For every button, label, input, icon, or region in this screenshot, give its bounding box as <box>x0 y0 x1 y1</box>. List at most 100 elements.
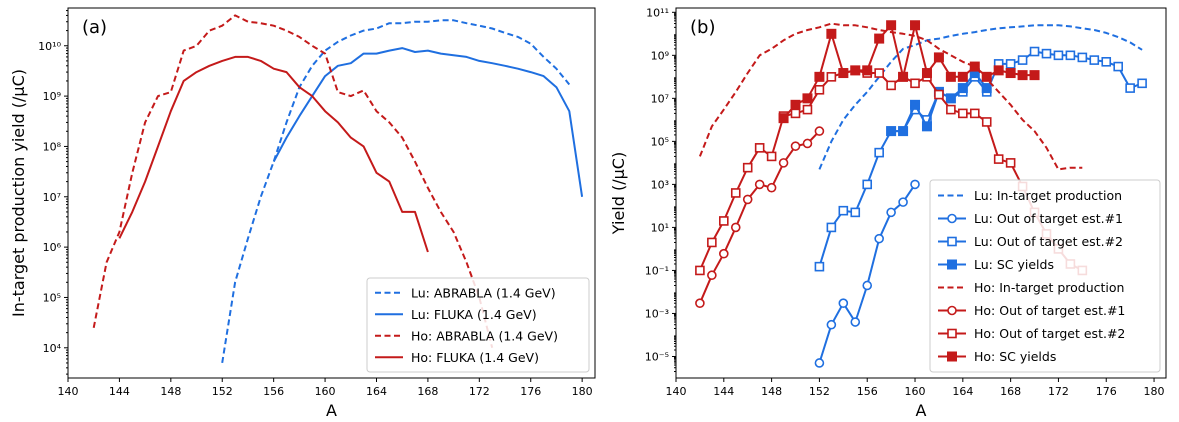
data-point <box>933 52 944 63</box>
legend-entry: Ho: FLUKA (1.4 GeV) <box>411 350 539 365</box>
data-point <box>874 68 884 78</box>
x-tick-label: 140 <box>58 385 79 398</box>
plot-area <box>695 20 1147 368</box>
data-point <box>910 99 921 110</box>
legend-entry: Ho: ABRABLA (1.4 GeV) <box>411 328 558 343</box>
data-point <box>969 61 980 72</box>
data-point <box>790 108 801 119</box>
y-tick-label: 10⁹ <box>43 90 61 103</box>
data-point <box>874 33 885 44</box>
data-point <box>802 93 813 104</box>
data-point <box>886 80 896 91</box>
series-line-lu-abrabla-1-4-gev- <box>221 19 571 364</box>
panel-b: 140 144 148 152 156 160 164 168 172 176 180 10⁻⁵ 10⁻… <box>609 6 1167 420</box>
data-point <box>1041 48 1052 59</box>
data-point <box>886 20 897 31</box>
data-point <box>838 205 849 216</box>
panel-a: 140 144 148 152 156 160 164 168 172 176 180 10⁴ 10⁵ 1… <box>9 7 596 420</box>
data-point <box>945 93 956 104</box>
data-point <box>742 194 753 205</box>
y-tick-label: 10⁻³ <box>645 307 669 320</box>
x-tick-label: 172 <box>1048 385 1069 398</box>
x-tick-label: 148 <box>761 385 782 398</box>
x-tick-label: 148 <box>160 385 181 398</box>
data-point <box>993 154 1004 164</box>
series-line-ho-abrabla-1-4-gev- <box>92 14 494 349</box>
data-point <box>1029 70 1040 81</box>
x-tick-label: 168 <box>1000 385 1021 398</box>
x-tick-label: 140 <box>666 385 687 398</box>
y-tick-label: 10⁷ <box>651 92 669 105</box>
data-point <box>754 179 765 190</box>
data-point <box>886 207 896 218</box>
legend-entry: Ho: Out of target est.#1 <box>974 303 1125 318</box>
x-tick-label: 180 <box>572 385 593 398</box>
legend-marker <box>947 213 957 224</box>
series-line-ho-fluka-1-4-gev- <box>118 55 429 253</box>
data-point <box>814 261 825 272</box>
data-point <box>778 158 789 168</box>
data-point <box>993 65 1004 76</box>
data-point <box>1137 78 1147 89</box>
data-point <box>874 147 884 158</box>
data-point <box>802 104 813 115</box>
x-tick-label: 180 <box>1144 385 1165 398</box>
panel-label: (a) <box>82 17 107 38</box>
x-axis-label: A <box>326 401 337 420</box>
data-point <box>1029 46 1040 57</box>
data-point <box>790 141 801 151</box>
legend-entry: Lu: Out of target est.#1 <box>974 211 1123 226</box>
data-point <box>958 108 968 119</box>
data-point <box>981 83 992 94</box>
y-tick-label: 10⁵ <box>651 135 669 148</box>
data-point <box>969 108 980 119</box>
data-point <box>766 151 777 162</box>
legend: Lu: ABRABLA (1.4 GeV) Lu: FLUKA (1.4 GeV)… <box>366 277 590 373</box>
y-tick-label: 10¹¹ <box>646 6 669 19</box>
data-point <box>707 237 717 248</box>
series-line-lu-out-of-target-est-2 <box>818 50 1143 267</box>
legend-entry: Ho: SC yields <box>974 349 1056 364</box>
data-point <box>862 65 873 76</box>
data-point <box>850 317 861 327</box>
data-point <box>707 270 717 281</box>
data-point <box>946 104 956 115</box>
data-point <box>826 319 837 330</box>
x-tick-label: 156 <box>857 385 878 398</box>
data-point <box>838 68 849 79</box>
data-point <box>790 99 801 110</box>
data-point <box>1113 61 1123 72</box>
data-point <box>1077 52 1088 63</box>
legend-marker <box>947 236 957 247</box>
legend-entry: Ho: In-target production <box>974 280 1124 295</box>
data-point <box>981 71 992 82</box>
data-point <box>850 65 861 76</box>
data-point <box>1125 83 1135 93</box>
legend-marker <box>947 305 957 316</box>
data-point <box>814 84 825 95</box>
data-point <box>802 138 813 149</box>
data-point <box>886 126 897 137</box>
data-point <box>766 182 777 193</box>
y-tick-label: 10⁵ <box>43 291 61 304</box>
data-point <box>1101 57 1112 67</box>
data-point <box>1017 55 1028 65</box>
x-tick-label: 176 <box>1096 385 1117 398</box>
data-point <box>695 298 705 309</box>
y-tick-label: 10¹ <box>651 221 669 234</box>
data-point <box>934 89 944 100</box>
plot-area <box>92 14 584 364</box>
data-point <box>910 20 921 31</box>
y-tick-label: 10⁻⁵ <box>645 350 669 363</box>
data-point <box>826 72 837 82</box>
x-tick-label: 172 <box>469 385 490 398</box>
data-point <box>1089 55 1100 65</box>
data-point <box>826 28 837 39</box>
data-point <box>719 248 729 259</box>
data-point <box>874 233 884 244</box>
legend-entry: Lu: Out of target est.#2 <box>974 234 1123 249</box>
data-point <box>754 143 765 153</box>
data-point <box>862 179 873 190</box>
y-tick-label: 10⁹ <box>651 49 669 62</box>
x-tick-label: 176 <box>520 385 541 398</box>
